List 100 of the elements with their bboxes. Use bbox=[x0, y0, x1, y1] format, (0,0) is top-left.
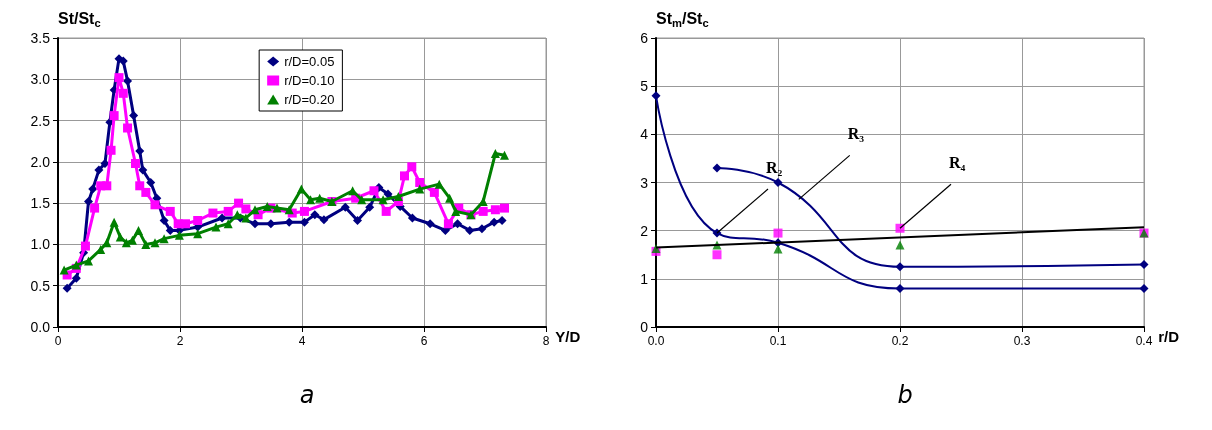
x-tick-label: 4 bbox=[298, 334, 306, 348]
point bbox=[383, 189, 393, 199]
y-tick-label: 4 bbox=[640, 126, 649, 143]
point bbox=[129, 111, 139, 121]
point bbox=[712, 163, 722, 173]
point bbox=[141, 239, 151, 249]
point bbox=[109, 111, 119, 121]
point bbox=[340, 202, 350, 212]
point bbox=[241, 204, 251, 214]
point bbox=[59, 265, 69, 275]
y-tick-label: 0.5 bbox=[30, 277, 51, 294]
point bbox=[490, 205, 500, 215]
point bbox=[478, 206, 488, 216]
annotation: R₄ bbox=[949, 153, 966, 171]
point bbox=[208, 208, 218, 218]
point bbox=[211, 222, 221, 232]
point bbox=[500, 150, 510, 160]
point bbox=[96, 244, 106, 254]
point bbox=[71, 273, 81, 283]
point bbox=[445, 193, 455, 203]
legend-label: r/D=0.10 bbox=[284, 73, 335, 88]
point bbox=[159, 234, 169, 244]
point bbox=[234, 198, 244, 208]
point bbox=[773, 228, 783, 238]
point bbox=[895, 240, 905, 250]
point bbox=[150, 200, 160, 210]
point bbox=[165, 206, 175, 216]
point bbox=[429, 187, 439, 197]
point bbox=[453, 219, 463, 229]
annotation: R₃ bbox=[847, 124, 865, 142]
x-axis-title: Y/D bbox=[555, 327, 581, 345]
point bbox=[393, 192, 403, 202]
text: a bbox=[299, 381, 315, 409]
y-tick-label: 3.0 bbox=[30, 71, 51, 88]
point bbox=[193, 215, 203, 225]
point bbox=[130, 159, 140, 169]
point bbox=[123, 76, 133, 86]
annotation: R₂ bbox=[766, 158, 783, 176]
point bbox=[102, 181, 112, 191]
point bbox=[477, 224, 487, 234]
x-tick-label: 0.1 bbox=[769, 334, 787, 348]
legend-label: r/D=0.05 bbox=[284, 54, 335, 69]
y-tick-label: 0 bbox=[640, 319, 649, 335]
point bbox=[94, 165, 104, 175]
point bbox=[651, 91, 661, 101]
point bbox=[180, 219, 190, 229]
point bbox=[773, 178, 783, 187]
point bbox=[84, 196, 93, 206]
point bbox=[773, 244, 783, 254]
x-tick-label: 6 bbox=[420, 334, 428, 348]
point bbox=[399, 171, 409, 181]
y-tick-label: 2.0 bbox=[30, 153, 51, 170]
point bbox=[434, 179, 444, 189]
point bbox=[141, 187, 151, 197]
point bbox=[174, 230, 184, 240]
point bbox=[134, 225, 144, 235]
legend-label: r/D=0.20 bbox=[284, 92, 335, 107]
point bbox=[146, 178, 156, 187]
x-tick-label: 0.3 bbox=[1013, 334, 1031, 348]
y-tick-label: 1.5 bbox=[30, 195, 51, 212]
point bbox=[415, 178, 425, 187]
y-tick-label: 6 bbox=[640, 30, 649, 46]
x-tick-label: 2 bbox=[176, 334, 184, 348]
point bbox=[266, 219, 276, 229]
point bbox=[123, 123, 133, 133]
point bbox=[895, 262, 905, 272]
point bbox=[425, 219, 435, 229]
text: b bbox=[897, 381, 913, 409]
point bbox=[299, 206, 309, 216]
point bbox=[415, 184, 425, 194]
point bbox=[895, 283, 905, 293]
point bbox=[465, 225, 475, 235]
y-tick-label: 0.0 bbox=[30, 319, 51, 335]
point bbox=[135, 181, 145, 191]
point bbox=[88, 184, 98, 194]
point bbox=[90, 203, 100, 213]
point bbox=[365, 202, 375, 212]
point bbox=[217, 213, 227, 223]
point bbox=[712, 250, 722, 260]
point bbox=[159, 215, 169, 225]
point bbox=[62, 283, 72, 293]
y-tick-label: 3 bbox=[640, 174, 649, 191]
point bbox=[319, 215, 329, 225]
point bbox=[310, 210, 320, 220]
point bbox=[84, 256, 93, 266]
y-tick-label: 5 bbox=[640, 78, 649, 95]
point bbox=[250, 205, 260, 215]
point bbox=[315, 193, 325, 203]
x-axis-title: r/D bbox=[1158, 327, 1180, 345]
x-tick-label: 0.2 bbox=[891, 334, 909, 348]
point bbox=[109, 217, 119, 227]
point bbox=[118, 88, 128, 98]
point bbox=[306, 195, 316, 205]
point bbox=[1139, 259, 1149, 269]
point bbox=[262, 201, 272, 211]
point bbox=[241, 213, 251, 223]
point bbox=[138, 165, 148, 175]
point bbox=[500, 203, 510, 213]
point bbox=[223, 206, 233, 216]
point bbox=[407, 213, 417, 223]
